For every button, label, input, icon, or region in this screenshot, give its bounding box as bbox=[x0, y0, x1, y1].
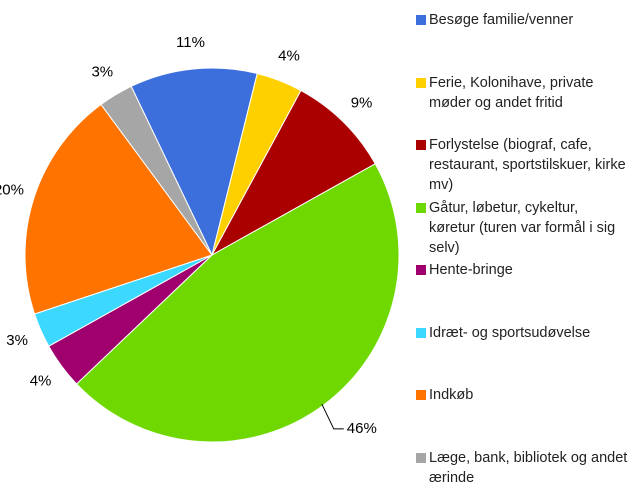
pie-slice bbox=[100, 85, 213, 256]
leader-line bbox=[321, 403, 344, 430]
legend-item: Besøge familie/venner bbox=[416, 10, 628, 30]
legend-swatch bbox=[416, 140, 426, 150]
legend-swatch bbox=[416, 15, 426, 25]
legend-label: Ferie, Kolonihave, private møder og ande… bbox=[429, 74, 594, 111]
legend-item: Indkøb bbox=[416, 385, 628, 405]
data-label: 46% bbox=[347, 420, 377, 437]
legend-item: Idræt- og sportsudøvelse bbox=[416, 323, 628, 343]
legend-label: Gåtur, løbetur, cykeltur, køretur (turen… bbox=[429, 199, 616, 256]
pie-slice bbox=[130, 67, 258, 257]
legend: Besøge familie/venner Ferie, Kolonihave, … bbox=[416, 0, 631, 495]
legend-item: Hente-bringe bbox=[416, 260, 628, 280]
data-label: 4% bbox=[278, 47, 300, 64]
legend-label: Hente-bringe bbox=[429, 262, 513, 278]
legend-swatch bbox=[416, 327, 426, 338]
legend-item: Forlystelse (biograf, cafe, restaurant, … bbox=[416, 135, 628, 195]
data-label: 9% bbox=[351, 94, 373, 111]
data-label: 3% bbox=[91, 63, 113, 80]
legend-item: Ferie, Kolonihave, private møder og ande… bbox=[416, 73, 628, 113]
pie-slice bbox=[210, 89, 376, 257]
legend-label: Idræt- og sportsudøvelse bbox=[429, 324, 591, 341]
legend-swatch bbox=[416, 452, 426, 463]
data-label: 20% bbox=[0, 182, 24, 199]
legend-swatch bbox=[416, 77, 426, 88]
legend-label: Forlystelse (biograf, cafe, restaurant, … bbox=[429, 137, 626, 193]
data-label: 11% bbox=[176, 34, 205, 51]
legend-label: Indkøb bbox=[429, 387, 474, 403]
legend-item: Gåtur, løbetur, cykeltur, køretur (turen… bbox=[416, 198, 628, 258]
legend-label: Læge, bank, bibliotek og andet ærinde bbox=[429, 449, 628, 486]
legend-label: Besøge familie/venner bbox=[429, 12, 574, 28]
legend-item: Læge, bank, bibliotek og andet ærinde bbox=[416, 448, 628, 488]
data-label: 3% bbox=[6, 332, 28, 349]
pie-area: 11% 4% 9% 46% 4% 3% 20% 3% bbox=[0, 34, 400, 443]
pie-slice bbox=[24, 103, 213, 315]
legend-swatch bbox=[416, 202, 426, 213]
legend-swatch bbox=[416, 390, 426, 400]
data-label: 4% bbox=[30, 372, 52, 389]
legend-swatch bbox=[416, 265, 426, 275]
